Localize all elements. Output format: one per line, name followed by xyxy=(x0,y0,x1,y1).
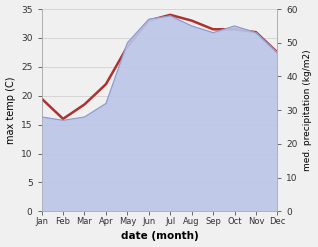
Y-axis label: med. precipitation (kg/m2): med. precipitation (kg/m2) xyxy=(303,49,313,171)
X-axis label: date (month): date (month) xyxy=(121,231,198,242)
Y-axis label: max temp (C): max temp (C) xyxy=(5,76,16,144)
